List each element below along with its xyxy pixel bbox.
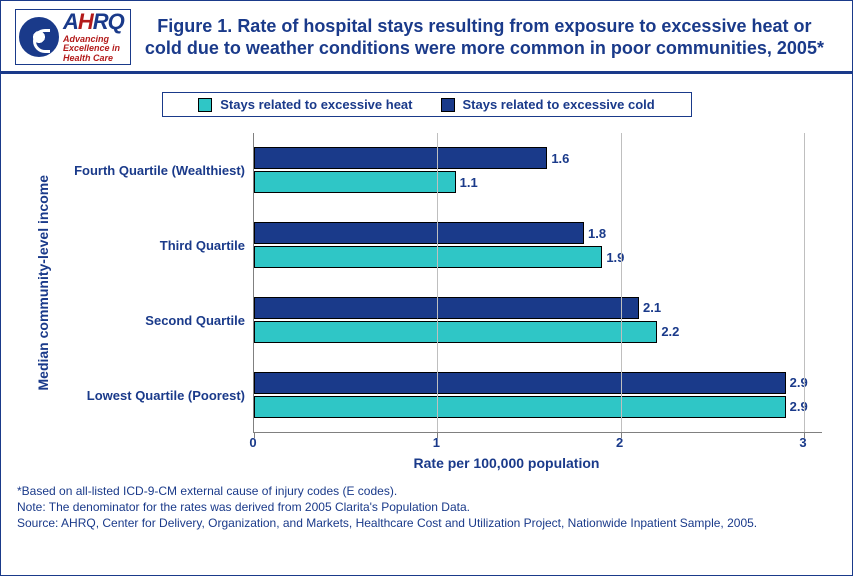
bar-group: 2.12.2 bbox=[254, 283, 822, 358]
bar bbox=[254, 147, 547, 169]
plot-grid: 1.61.11.81.92.12.22.92.9 bbox=[253, 133, 822, 433]
bar-value-label: 2.9 bbox=[790, 375, 808, 390]
x-tick-label: 2 bbox=[616, 435, 623, 450]
y-axis-title: Median community-level income bbox=[31, 175, 55, 391]
bar bbox=[254, 246, 602, 268]
footnote-line: Note: The denominator for the rates was … bbox=[17, 499, 836, 515]
x-axis-ticks: 0123 bbox=[253, 433, 803, 453]
figure-title: Figure 1. Rate of hospital stays resulti… bbox=[131, 15, 838, 60]
bar-value-label: 1.6 bbox=[551, 151, 569, 166]
y-category-label: Second Quartile bbox=[55, 285, 245, 357]
legend-label: Stays related to excessive heat bbox=[220, 97, 412, 112]
footnotes: *Based on all-listed ICD-9-CM external c… bbox=[1, 477, 852, 542]
bar-group: 2.9 2.9 bbox=[254, 357, 822, 432]
bar-row: 2.9 bbox=[254, 372, 822, 394]
ahrq-logo: AHRQ Advancing Excellence in Health Care bbox=[15, 9, 131, 65]
bar-value-label: 2.2 bbox=[661, 324, 679, 339]
legend-item: Stays related to excessive cold bbox=[441, 97, 655, 112]
bar bbox=[254, 321, 657, 343]
bar-value-label: 1.1 bbox=[460, 175, 478, 190]
plot-area: Median community-level income Fourth Qua… bbox=[31, 133, 822, 433]
bar bbox=[254, 297, 639, 319]
gridline bbox=[621, 133, 622, 432]
x-tick-label: 0 bbox=[249, 435, 256, 450]
x-tick-label: 1 bbox=[433, 435, 440, 450]
ahrq-letter: Q bbox=[108, 9, 124, 34]
legend-swatch bbox=[198, 98, 212, 112]
ahrq-wordmark: AHRQ bbox=[63, 11, 124, 33]
footnote-line: Source: AHRQ, Center for Delivery, Organ… bbox=[17, 515, 836, 531]
bar bbox=[254, 171, 456, 193]
hhs-seal-icon bbox=[19, 17, 59, 57]
footnote-line: *Based on all-listed ICD-9-CM external c… bbox=[17, 483, 836, 499]
ahrq-letter: R bbox=[93, 9, 108, 34]
gridline bbox=[804, 133, 805, 432]
bar-value-label: 1.9 bbox=[606, 250, 624, 265]
ahrq-tagline: Advancing Excellence in Health Care bbox=[63, 35, 124, 63]
bar-row: 1.8 bbox=[254, 222, 822, 244]
ahrq-letter: A bbox=[63, 9, 78, 34]
header: AHRQ Advancing Excellence in Health Care… bbox=[1, 1, 852, 74]
bar-row: 1.6 bbox=[254, 147, 822, 169]
legend-swatch bbox=[441, 98, 455, 112]
legend-label: Stays related to excessive cold bbox=[463, 97, 655, 112]
bar-value-label: 2.9 bbox=[790, 399, 808, 414]
bar bbox=[254, 222, 584, 244]
x-tick-label: 3 bbox=[799, 435, 806, 450]
bar-value-label: 2.1 bbox=[643, 300, 661, 315]
bar bbox=[254, 396, 786, 418]
x-axis-title: Rate per 100,000 population bbox=[191, 455, 822, 471]
legend: Stays related to excessive heat Stays rel… bbox=[162, 92, 692, 117]
bars-container: 1.61.11.81.92.12.22.92.9 bbox=[254, 133, 822, 432]
y-axis-labels: Fourth Quartile (Wealthiest)Third Quarti… bbox=[55, 133, 253, 433]
bar-row: 2.1 bbox=[254, 297, 822, 319]
bar-row: 2.9 bbox=[254, 396, 822, 418]
bar-row: 1.1 bbox=[254, 171, 822, 193]
bar-row: 2.2 bbox=[254, 321, 822, 343]
bar-group: 1.81.9 bbox=[254, 208, 822, 283]
y-category-label: Fourth Quartile (Wealthiest) bbox=[55, 135, 245, 207]
ahrq-brand-block: AHRQ Advancing Excellence in Health Care bbox=[63, 11, 124, 63]
bar-group: 1.6 1.1 bbox=[254, 133, 822, 208]
legend-item: Stays related to excessive heat bbox=[198, 97, 412, 112]
gridline bbox=[437, 133, 438, 432]
bar bbox=[254, 372, 786, 394]
y-category-label: Lowest Quartile (Poorest) bbox=[55, 360, 245, 432]
ahrq-letter: H bbox=[78, 9, 93, 34]
chart-area: Stays related to excessive heat Stays rel… bbox=[1, 74, 852, 477]
bar-row: 1.9 bbox=[254, 246, 822, 268]
bar-value-label: 1.8 bbox=[588, 226, 606, 241]
y-category-label: Third Quartile bbox=[55, 210, 245, 282]
